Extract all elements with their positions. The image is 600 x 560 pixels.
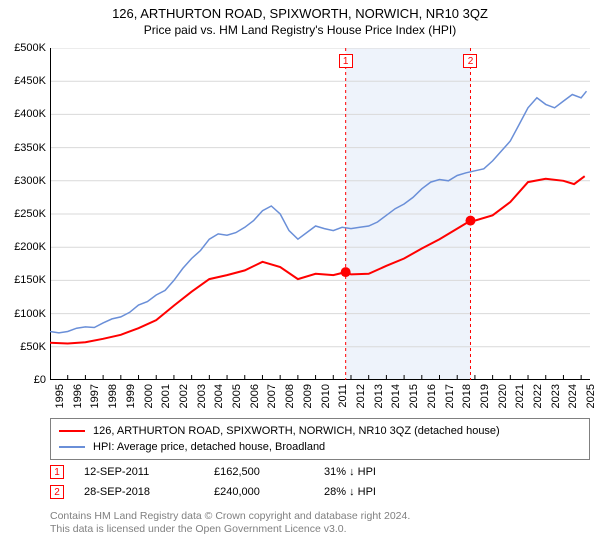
footer-line: This data is licensed under the Open Gov… — [50, 523, 590, 536]
x-tick-label: 1996 — [72, 384, 84, 414]
chart-container: { "title": "126, ARTHURTON ROAD, SPIXWOR… — [0, 0, 600, 560]
x-tick-label: 2013 — [373, 384, 385, 414]
legend-label: HPI: Average price, detached house, Broa… — [93, 441, 325, 453]
x-tick-label: 2020 — [497, 384, 509, 414]
y-tick-label: £50K — [0, 341, 46, 353]
sale-delta: 28% ↓ HPI — [324, 486, 424, 498]
x-tick-label: 1995 — [54, 384, 66, 414]
x-tick-label: 2008 — [284, 384, 296, 414]
sale-marker-icon: 2 — [50, 485, 64, 499]
legend-item: HPI: Average price, detached house, Broa… — [59, 439, 581, 455]
x-tick-label: 2011 — [337, 384, 349, 414]
y-tick-label: £200K — [0, 241, 46, 253]
x-tick-label: 2001 — [160, 384, 172, 414]
x-tick-label: 2024 — [567, 384, 579, 414]
x-tick-label: 2012 — [355, 384, 367, 414]
x-tick-label: 2019 — [479, 384, 491, 414]
sale-price: £162,500 — [214, 466, 324, 478]
x-tick-label: 2015 — [408, 384, 420, 414]
chart-plot-area — [50, 48, 590, 380]
chart-svg — [50, 48, 590, 380]
x-tick-label: 2010 — [320, 384, 332, 414]
y-tick-label: £250K — [0, 208, 46, 220]
table-row: 1 12-SEP-2011 £162,500 31% ↓ HPI — [50, 462, 590, 482]
x-tick-label: 2017 — [444, 384, 456, 414]
x-tick-label: 2002 — [178, 384, 190, 414]
footer-attribution: Contains HM Land Registry data © Crown c… — [50, 510, 590, 536]
sale-vline-label: 1 — [339, 54, 353, 68]
y-tick-label: £0 — [0, 374, 46, 386]
sale-vline-label: 2 — [463, 54, 477, 68]
x-tick-label: 2018 — [461, 384, 473, 414]
x-tick-label: 2014 — [390, 384, 402, 414]
y-tick-label: £150K — [0, 274, 46, 286]
y-tick-label: £400K — [0, 108, 46, 120]
x-tick-label: 2004 — [213, 384, 225, 414]
x-tick-label: 2022 — [532, 384, 544, 414]
y-tick-label: £450K — [0, 75, 46, 87]
legend-item: 126, ARTHURTON ROAD, SPIXWORTH, NORWICH,… — [59, 423, 581, 439]
sale-date: 12-SEP-2011 — [84, 466, 214, 478]
legend-swatch — [59, 446, 85, 448]
footer-line: Contains HM Land Registry data © Crown c… — [50, 510, 590, 523]
sale-date: 28-SEP-2018 — [84, 486, 214, 498]
legend-label: 126, ARTHURTON ROAD, SPIXWORTH, NORWICH,… — [93, 425, 500, 437]
x-tick-label: 1999 — [125, 384, 137, 414]
x-tick-label: 2016 — [426, 384, 438, 414]
chart-subtitle: Price paid vs. HM Land Registry's House … — [0, 21, 600, 41]
x-tick-label: 1998 — [107, 384, 119, 414]
legend-swatch — [59, 430, 85, 432]
sale-delta: 31% ↓ HPI — [324, 466, 424, 478]
legend-box: 126, ARTHURTON ROAD, SPIXWORTH, NORWICH,… — [50, 418, 590, 460]
y-tick-label: £350K — [0, 142, 46, 154]
x-tick-label: 2000 — [143, 384, 155, 414]
sale-marker-icon: 1 — [50, 465, 64, 479]
x-tick-label: 2007 — [266, 384, 278, 414]
x-tick-label: 1997 — [89, 384, 101, 414]
y-tick-label: £300K — [0, 175, 46, 187]
x-tick-label: 2003 — [196, 384, 208, 414]
x-tick-label: 2009 — [302, 384, 314, 414]
x-tick-label: 2023 — [550, 384, 562, 414]
x-tick-label: 2021 — [514, 384, 526, 414]
x-tick-label: 2005 — [231, 384, 243, 414]
x-tick-label: 2025 — [585, 384, 597, 414]
sales-table: 1 12-SEP-2011 £162,500 31% ↓ HPI 2 28-SE… — [50, 462, 590, 502]
sale-price: £240,000 — [214, 486, 324, 498]
table-row: 2 28-SEP-2018 £240,000 28% ↓ HPI — [50, 482, 590, 502]
y-tick-label: £500K — [0, 42, 46, 54]
chart-title: 126, ARTHURTON ROAD, SPIXWORTH, NORWICH,… — [0, 0, 600, 21]
x-tick-label: 2006 — [249, 384, 261, 414]
y-tick-label: £100K — [0, 308, 46, 320]
